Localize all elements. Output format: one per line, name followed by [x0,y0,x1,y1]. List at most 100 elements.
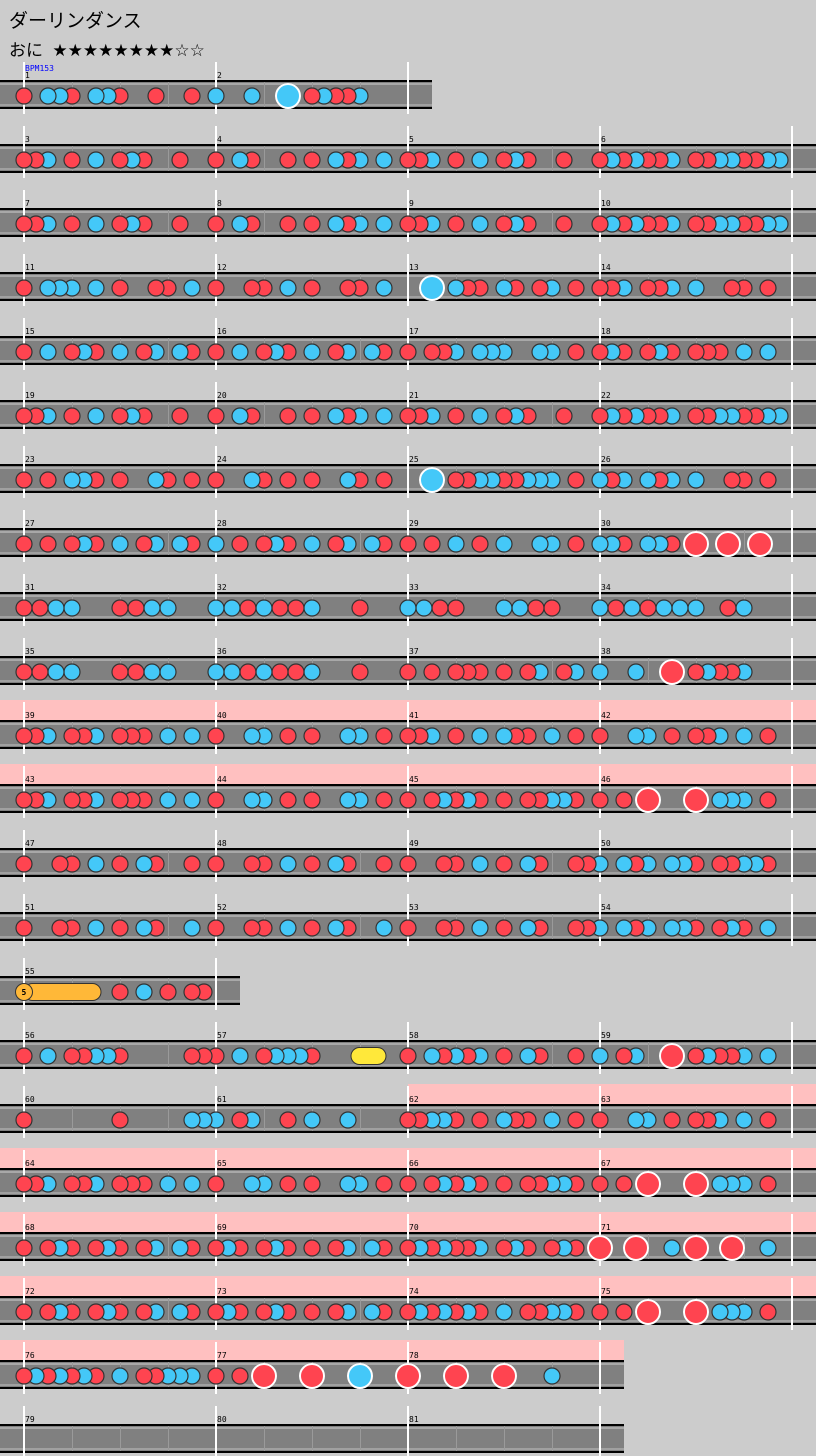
don-note [447,151,465,169]
gogo-band [600,764,816,785]
ka-note [303,1111,321,1129]
don-note [207,1303,225,1321]
measure-number: 17 [409,327,419,336]
ka-note [759,1047,777,1065]
beat-line [168,850,169,875]
don-note [711,919,729,937]
don-note [423,791,441,809]
measure-line [407,446,409,498]
don-note [591,343,609,361]
don-note [519,663,537,681]
big-don-note [491,1363,517,1389]
don-note [447,407,465,425]
beat-line [360,1426,361,1451]
don-note [255,343,273,361]
don-note [687,407,705,425]
don-note [279,1111,297,1129]
big-ka-note [419,275,445,301]
big-ka-note [275,83,301,109]
don-note [399,1111,417,1129]
chart-row: 68 69 70 71 [0,1212,816,1266]
don-note [159,983,177,1001]
ka-note [363,535,381,553]
measure-line [791,702,793,754]
measure-number: 44 [217,775,227,784]
don-note [759,1111,777,1129]
ka-note [279,855,297,873]
beat-line [72,1426,73,1451]
beat-line [360,914,361,939]
don-note [111,407,129,425]
ka-note [87,919,105,937]
ka-note [87,279,105,297]
don-note [687,1047,705,1065]
don-note [591,215,609,233]
gogo-band [0,764,216,785]
measure-number: 40 [217,711,227,720]
ka-note [63,599,81,617]
don-note [591,151,609,169]
big-don-note [635,1171,661,1197]
ka-note [243,727,261,745]
don-note [495,855,513,873]
don-note [207,855,225,873]
don-note [687,343,705,361]
don-note [207,727,225,745]
don-note [207,471,225,489]
gogo-band [408,1212,600,1233]
measure-line [215,958,217,1010]
don-note [615,791,633,809]
gogo-band [0,1276,216,1297]
measure-number: 64 [25,1159,35,1168]
don-note [147,87,165,105]
ka-note [87,407,105,425]
don-note [759,471,777,489]
gogo-band [0,700,216,721]
don-note [375,1175,393,1193]
don-note [303,151,321,169]
don-note [759,1175,777,1193]
don-note [399,215,417,233]
don-note [135,1239,153,1257]
measure-line [791,574,793,626]
don-note [135,343,153,361]
beat-line [360,850,361,875]
don-note [15,791,33,809]
don-note [303,407,321,425]
ka-note [159,1175,177,1193]
ka-note [671,599,689,617]
big-ka-note [347,1363,373,1389]
gogo-band [216,764,408,785]
beat-line [648,1042,649,1067]
ka-note [231,151,249,169]
measure-number: 30 [601,519,611,528]
don-note [351,599,369,617]
ka-note [663,855,681,873]
don-note [127,599,145,617]
measure-number: 24 [217,455,227,464]
ka-note [135,919,153,937]
big-don-note [635,787,661,813]
don-note [255,1239,273,1257]
measure-number: 76 [25,1351,35,1360]
don-note [399,727,417,745]
beat-line [120,1426,121,1451]
don-note [687,663,705,681]
don-note [15,1111,33,1129]
don-note [519,1303,537,1321]
ka-note [327,151,345,169]
don-note [87,1303,105,1321]
chart-row: 23 24 25 26 [0,446,816,498]
beat-line [360,1106,361,1131]
measure-number: 10 [601,199,611,208]
measure-number: 70 [409,1223,419,1232]
ka-note [183,919,201,937]
ka-note [39,1047,57,1065]
ka-note [591,1047,609,1065]
balloon-note [350,1047,387,1065]
ka-note [47,599,65,617]
beat-line [648,658,649,683]
beat-line [552,1042,553,1067]
don-note [111,1175,129,1193]
